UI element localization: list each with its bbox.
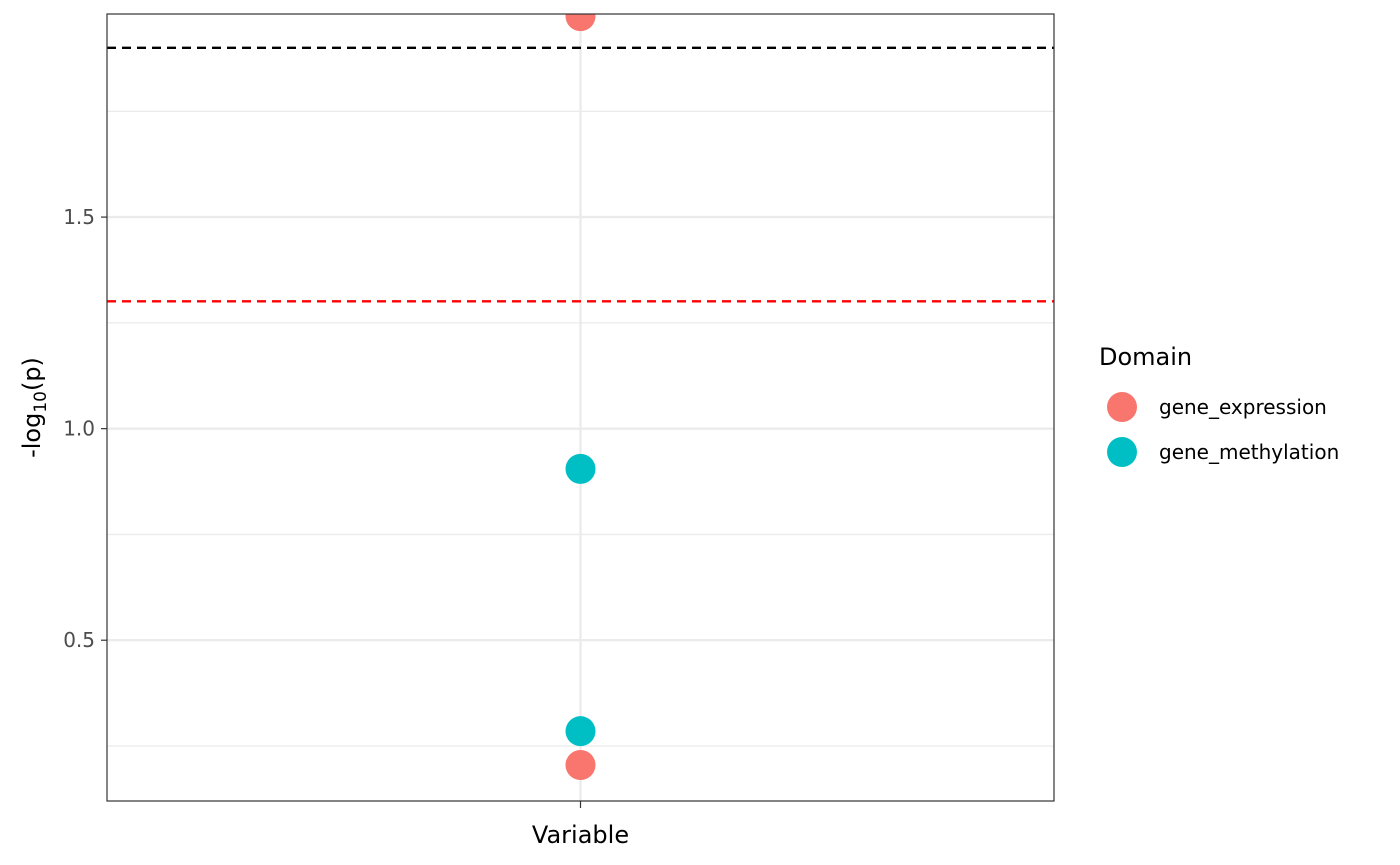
legend-label-gene_expression: gene_expression [1159,395,1327,419]
data-point-gene_expression [565,14,596,32]
x-axis-title: Variable [532,821,629,849]
legend-title: Domain [1099,343,1192,371]
y-tick-label: 1.0 [63,417,95,441]
y-tick-label: 0.5 [63,628,95,652]
y-axis-title-subscript: 10 [31,391,51,413]
y-axis: 0.5 1.0 1.5 [63,205,107,652]
legend-key-gene_expression [1107,392,1137,422]
major-gridlines [107,14,1054,801]
data-point-gene_methylation [565,453,596,484]
y-axis-title-main: -log [18,413,46,458]
data-point-gene_methylation [565,716,596,747]
y-axis-title-tail: (p) [18,357,46,391]
legend-key-gene_methylation [1107,437,1137,467]
legend-label-gene_methylation: gene_methylation [1159,440,1339,464]
data-points [565,14,596,781]
legend-items: gene_expression gene_methylation [1107,392,1339,467]
y-tick-label: 1.5 [63,205,95,229]
reference-lines [107,46,1054,303]
y-axis-title: -log10(p) [18,357,51,458]
legend: Domain gene_expression gene_methylation [1099,343,1339,467]
data-point-gene_expression [565,750,596,781]
